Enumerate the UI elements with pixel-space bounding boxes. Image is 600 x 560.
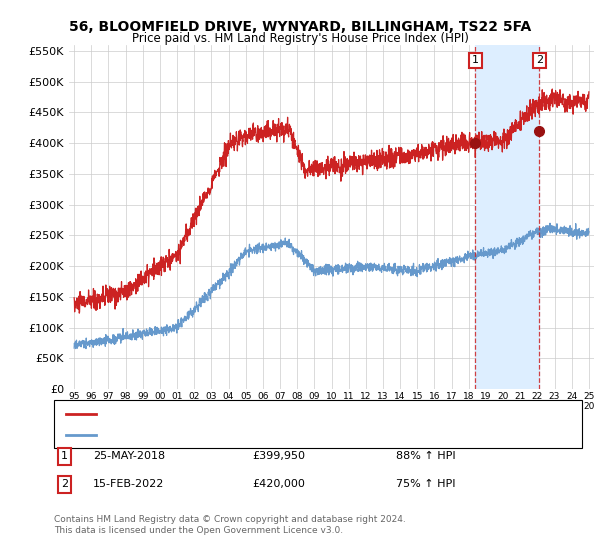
Text: Price paid vs. HM Land Registry's House Price Index (HPI): Price paid vs. HM Land Registry's House … [131, 32, 469, 45]
Text: Contains HM Land Registry data © Crown copyright and database right 2024.
This d: Contains HM Land Registry data © Crown c… [54, 515, 406, 535]
Bar [475, 45, 539, 389]
Text: £420,000: £420,000 [252, 479, 305, 489]
Text: 2: 2 [61, 479, 68, 489]
Text: HPI: Average price, detached house, Stockton-on-Tees: HPI: Average price, detached house, Stoc… [102, 430, 383, 440]
Text: 88% ↑ HPI: 88% ↑ HPI [396, 451, 455, 461]
Text: 15-FEB-2022: 15-FEB-2022 [93, 479, 164, 489]
Text: 56, BLOOMFIELD DRIVE, WYNYARD, BILLINGHAM, TS22 5FA (detached house): 56, BLOOMFIELD DRIVE, WYNYARD, BILLINGHA… [102, 409, 503, 419]
Text: £399,950: £399,950 [252, 451, 305, 461]
Text: 1: 1 [61, 451, 68, 461]
Text: 2: 2 [536, 55, 543, 66]
Text: 75% ↑ HPI: 75% ↑ HPI [396, 479, 455, 489]
Text: 56, BLOOMFIELD DRIVE, WYNYARD, BILLINGHAM, TS22 5FA: 56, BLOOMFIELD DRIVE, WYNYARD, BILLINGHA… [69, 20, 531, 34]
Text: 25-MAY-2018: 25-MAY-2018 [93, 451, 165, 461]
Text: 1: 1 [472, 55, 479, 66]
